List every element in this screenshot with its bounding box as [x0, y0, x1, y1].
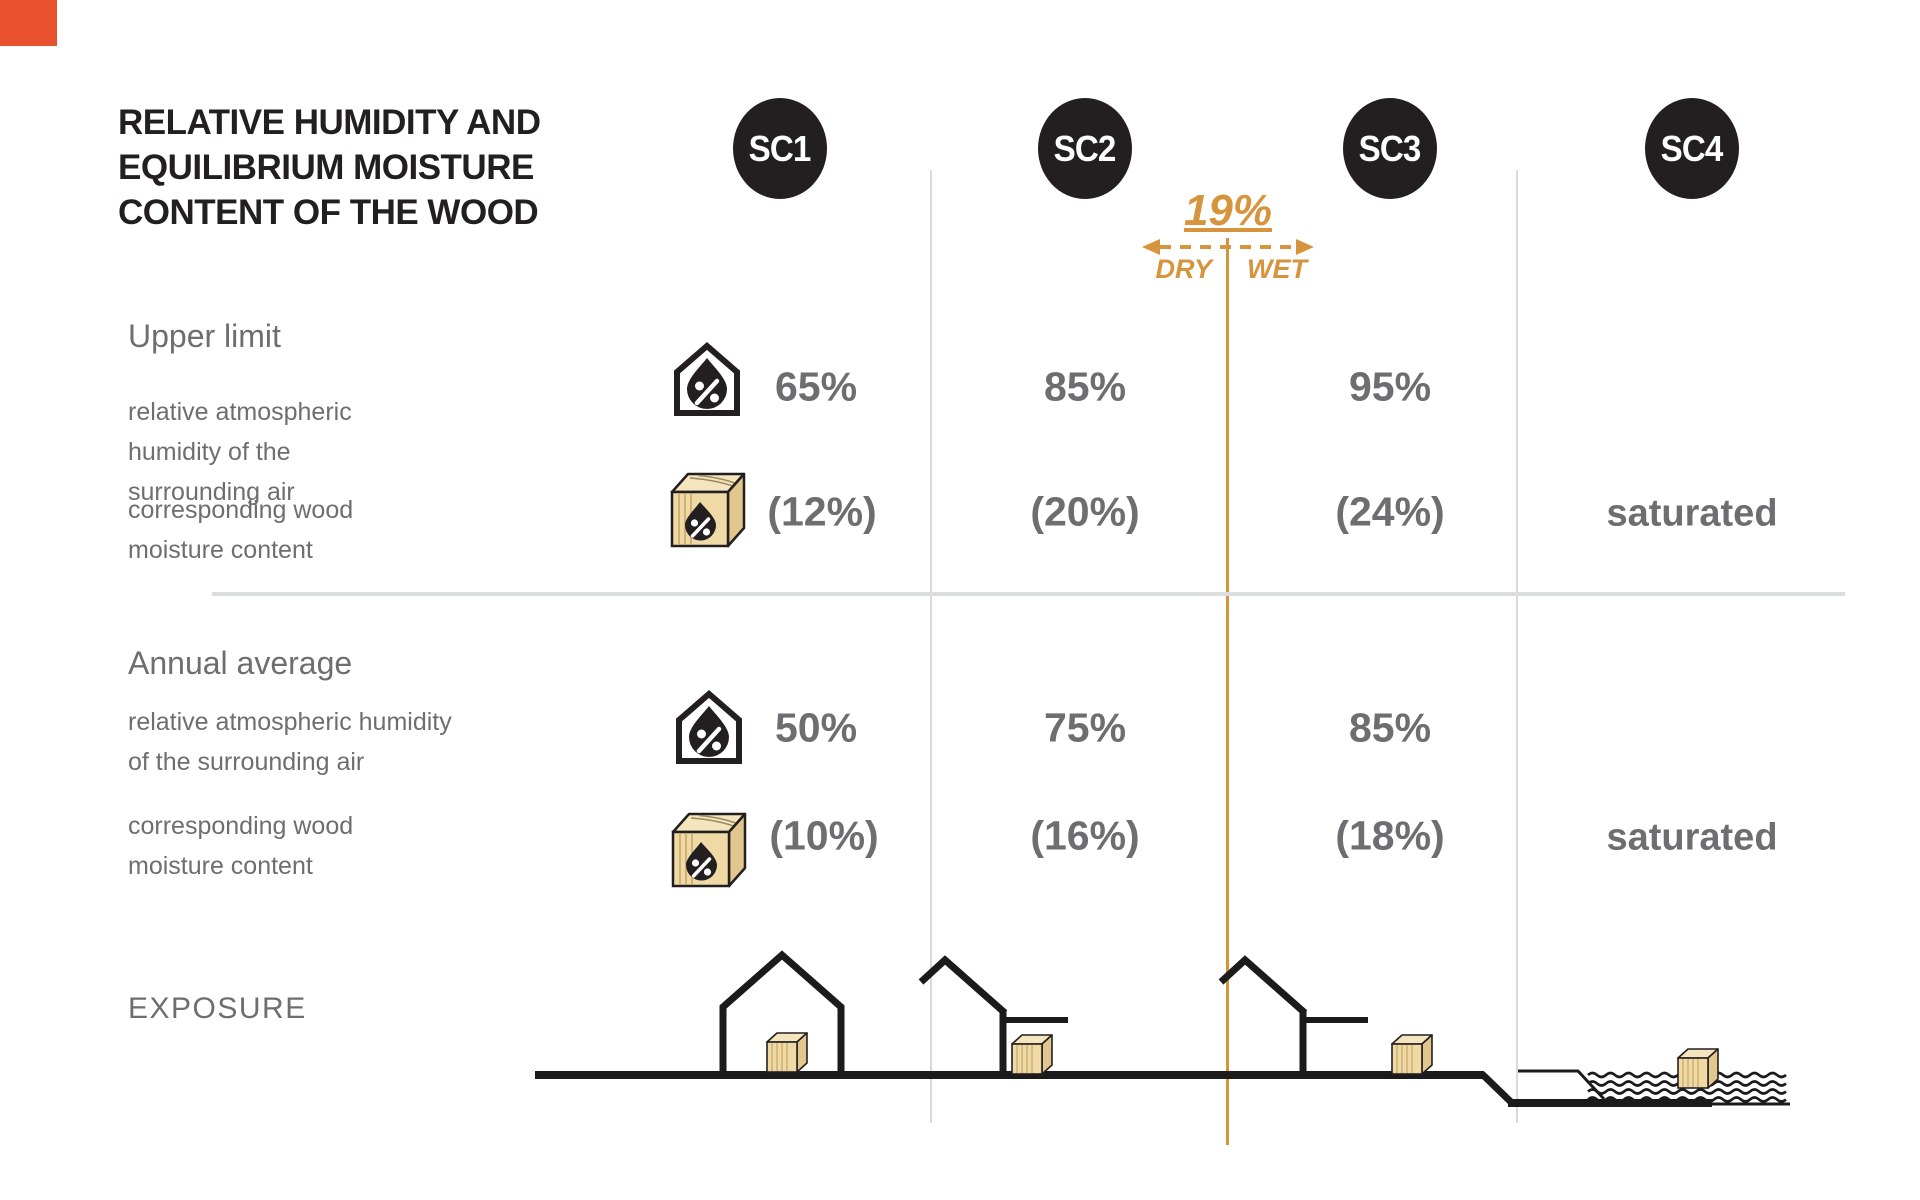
house-droplet-percent-icon [676, 690, 742, 764]
wood-cube-droplet-percent-icon [670, 472, 746, 548]
upper-limit-heading: Upper limit [128, 318, 281, 354]
dry-label: DRY [1155, 254, 1212, 284]
title-line: RELATIVE HUMIDITY AND [118, 103, 541, 142]
house-droplet-percent-icon [674, 342, 740, 416]
value-annual-humidity-sc1: 50% [774, 704, 858, 751]
badge-sc4: SC4 [1645, 98, 1739, 199]
sc1-wood-cube [766, 1032, 808, 1073]
badge-sc2-label: SC2 [1054, 127, 1117, 169]
sc3-wood-cube [1391, 1034, 1433, 1075]
sc4-wood-cube [1677, 1048, 1719, 1089]
annual-humidity-label: relative atmospheric humidity of the sur… [128, 708, 452, 776]
value-annual-humidity-sc2: 75% [1043, 704, 1127, 751]
title-line: CONTENT OF THE WOOD [118, 193, 539, 232]
basin-inner-edge [1518, 1069, 1606, 1101]
column-divider-2 [1516, 170, 1518, 1123]
sc1-house-indoor-icon [719, 950, 845, 1078]
badge-sc3: SC3 [1343, 98, 1437, 199]
annual-wood-label: corresponding wood moisture content [128, 812, 354, 880]
value-upper-wood-sc2: (20%) [1030, 488, 1140, 535]
badge-sc2: SC2 [1038, 98, 1132, 199]
value-upper-humidity-sc2: 85% [1043, 363, 1127, 410]
value-annual-humidity-sc3: 85% [1348, 704, 1432, 751]
wet-label: WET [1247, 254, 1307, 284]
sc3-roof [1218, 955, 1308, 1016]
value-upper-humidity-sc3: 95% [1348, 363, 1432, 410]
wood-cube-droplet-percent-icon [671, 812, 747, 888]
title-line: EQUILIBRIUM MOISTURE [118, 148, 534, 187]
section-divider [212, 592, 1845, 596]
fibre-saturation-line [1226, 238, 1229, 1145]
value-upper-wood-sc4: saturated [1606, 492, 1778, 535]
corner-accent-tab [0, 0, 57, 46]
exposure-illustration [535, 950, 1790, 1107]
upper-wood-label: corresponding wood moisture content [128, 496, 354, 564]
badge-sc3-label: SC3 [1359, 127, 1422, 169]
exposure-label: EXPOSURE [128, 992, 307, 1025]
value-upper-humidity-sc1: 65% [774, 363, 858, 410]
water-waves-icon [1587, 1088, 1787, 1103]
annual-average-heading: Annual average [128, 645, 353, 681]
value-annual-wood-sc2: (16%) [1030, 812, 1140, 859]
value-annual-wood-sc4: saturated [1606, 816, 1778, 859]
threshold-value: 19% [1183, 186, 1273, 235]
upper-humidity-label: relative atmospheric humidity of the sur… [128, 398, 352, 506]
badge-sc4-label: SC4 [1661, 127, 1724, 169]
value-annual-wood-sc3: (18%) [1335, 812, 1445, 859]
value-annual-wood-sc1: (10%) [769, 812, 879, 859]
column-divider-1 [930, 170, 932, 1123]
page-title: RELATIVE HUMIDITY AND EQUILIBRIUM MOISTU… [118, 100, 541, 235]
value-upper-wood-sc1: (12%) [767, 488, 877, 535]
sc2-roof [918, 955, 1008, 1016]
value-upper-wood-sc3: (24%) [1335, 488, 1445, 535]
sc2-wood-cube [1011, 1034, 1053, 1075]
badge-sc1-label: SC1 [749, 127, 812, 169]
basin-left-bank [1479, 1071, 1515, 1106]
dry-wet-arrow-icon [1142, 239, 1314, 255]
badge-sc1: SC1 [733, 98, 827, 199]
